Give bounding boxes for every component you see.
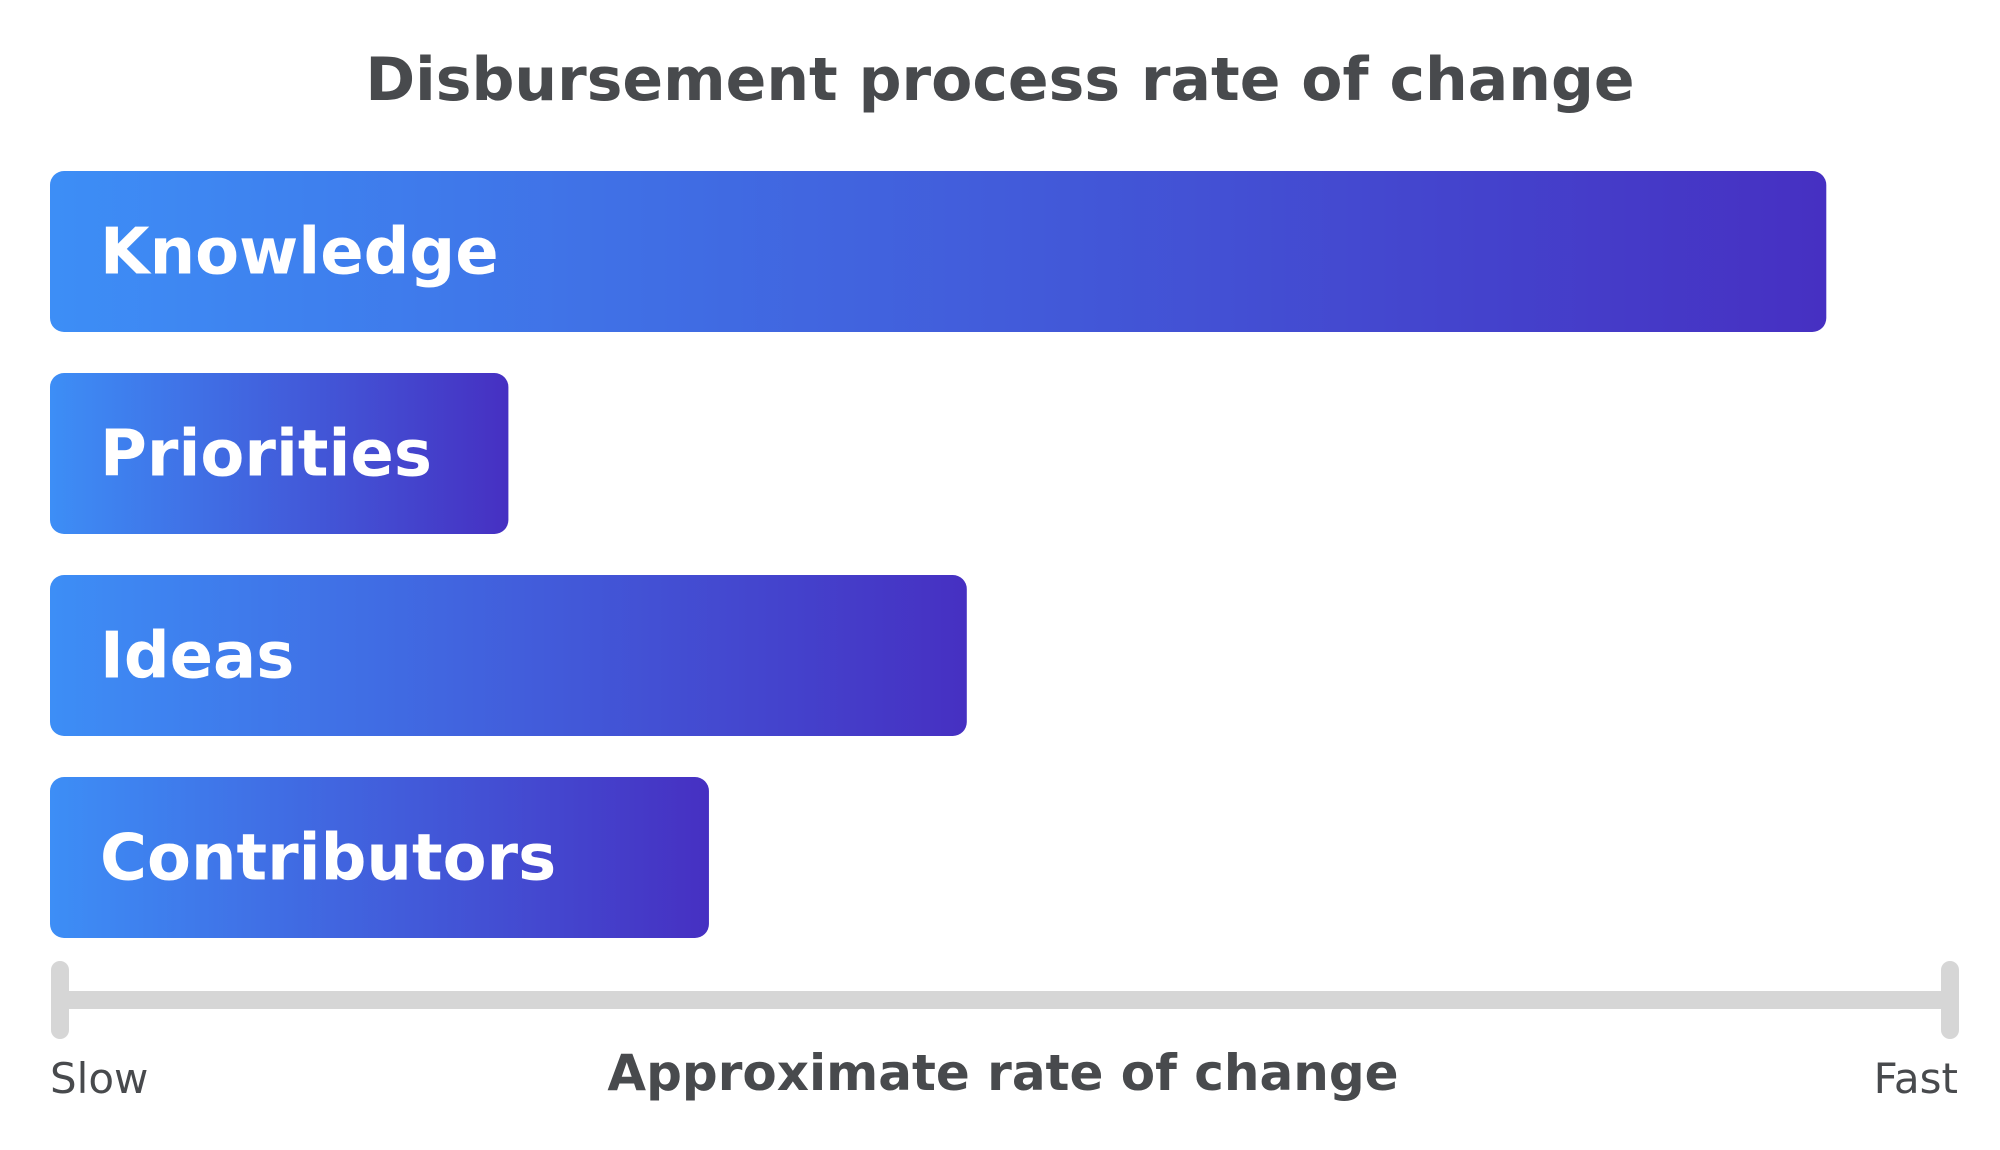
bars-group: Knowledge Priorities Ideas Contributors xyxy=(50,171,1827,938)
bar-label-knowledge: Knowledge xyxy=(100,216,499,290)
axis-min-label: Slow xyxy=(50,1054,148,1103)
x-axis-title: Approximate rate of change xyxy=(607,1044,1398,1102)
x-axis xyxy=(51,961,1959,1039)
axis-max-label: Fast xyxy=(1874,1054,1958,1103)
chart-title: Disbursement process rate of change xyxy=(365,45,1634,115)
bar-label-contributors: Contributors xyxy=(100,822,556,896)
bar-label-priorities: Priorities xyxy=(100,418,432,492)
bar-ideas xyxy=(50,575,967,736)
bar-label-ideas: Ideas xyxy=(100,620,294,694)
bar-knowledge xyxy=(50,171,1827,332)
bar-contributors xyxy=(50,777,709,938)
bar-priorities xyxy=(50,373,509,534)
